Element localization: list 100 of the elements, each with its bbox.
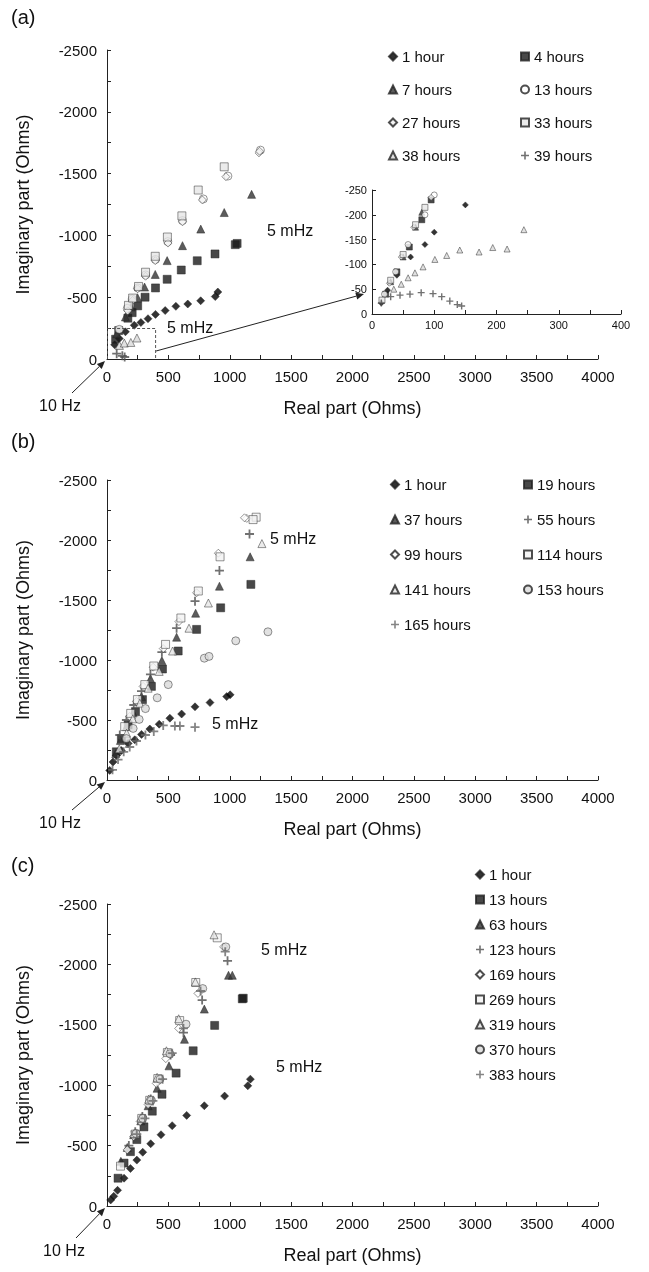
y-axis-title: Imaginary part (Ohms) xyxy=(13,964,33,1146)
y-tick-label: -1000 xyxy=(58,651,97,669)
x-tick-label: 2500 xyxy=(397,368,431,385)
y-axis-title: Imaginary part (Ohms) xyxy=(13,539,33,721)
y-tick-label: 0 xyxy=(88,350,97,368)
x-tick-label: 100 xyxy=(425,318,444,331)
legend-label: 153 hours xyxy=(537,581,604,598)
y-tick-label: -2000 xyxy=(58,531,97,549)
y-tick-label: -1500 xyxy=(58,165,97,183)
x-tick-label: 0 xyxy=(368,318,376,331)
chart-title: (b) xyxy=(11,430,36,452)
legend-label: 269 hours xyxy=(489,991,556,1008)
chart-title: (c) xyxy=(11,854,35,876)
chart-title: (a) xyxy=(11,6,36,28)
x-tick-label: 3000 xyxy=(458,368,492,385)
y-tick-label: 0 xyxy=(88,1197,97,1215)
x-tick-label: 1000 xyxy=(213,789,247,806)
x-tick-label: 200 xyxy=(487,318,506,331)
x-tick-label: 500 xyxy=(155,368,181,385)
x-tick-label: 4000 xyxy=(581,368,615,385)
y-tick-label: -2500 xyxy=(58,41,97,59)
legend-label: 1 hour xyxy=(404,476,447,493)
y-tick-label: -50 xyxy=(351,283,367,296)
y-tick-label: -1000 xyxy=(58,226,97,244)
x-tick-label: 0 xyxy=(102,1215,112,1232)
x-tick-label: 0 xyxy=(102,368,112,385)
x-tick-label: 4000 xyxy=(581,789,615,806)
x-tick-label: 3500 xyxy=(519,1215,554,1232)
y-tick-label: -2500 xyxy=(58,895,97,913)
y-tick-label: -200 xyxy=(344,208,367,221)
annotation: 5 mHz xyxy=(212,714,259,732)
y-tick-label: -2000 xyxy=(58,955,97,973)
y-tick-label: 0 xyxy=(88,771,97,789)
legend-label: 4 hours xyxy=(534,48,585,65)
x-tick-label: 2000 xyxy=(335,789,370,806)
y-tick-label: -100 xyxy=(344,258,367,271)
text: 10 Hz xyxy=(39,396,81,414)
y-tick-label: -2500 xyxy=(58,471,97,489)
annotation: 5 mHz xyxy=(261,940,308,958)
legend-label: 39 hours xyxy=(534,147,593,164)
x-tick-label: 3500 xyxy=(519,368,554,385)
x-tick-label: 3000 xyxy=(458,789,492,806)
y-tick-label: -1500 xyxy=(58,1016,97,1034)
x-tick-label: 2500 xyxy=(397,789,431,806)
legend-label: 165 hours xyxy=(404,616,471,633)
x-tick-label: 1500 xyxy=(274,368,308,385)
x-tick-label: 0 xyxy=(102,789,112,806)
legend-label: 63 hours xyxy=(489,916,548,933)
legend-label: 13 hours xyxy=(489,891,548,908)
x-tick-label: 3500 xyxy=(519,789,554,806)
x-tick-label: 500 xyxy=(155,1215,181,1232)
y-tick-label: -150 xyxy=(344,233,367,246)
legend-label: 7 hours xyxy=(402,81,453,98)
legend-label: 319 hours xyxy=(489,1016,556,1033)
text: 10 Hz xyxy=(43,1241,85,1259)
legend-label: 141 hours xyxy=(404,581,471,598)
y-tick-label: 0 xyxy=(360,308,367,320)
x-tick-label: 1500 xyxy=(274,1215,308,1232)
annotation: 5 mHz xyxy=(270,529,317,547)
y-axis-title: Imaginary part (Ohms) xyxy=(13,114,33,295)
x-tick-label: 400 xyxy=(611,318,631,331)
legend-label: 370 hours xyxy=(489,1041,556,1058)
legend-label: 27 hours xyxy=(402,114,461,131)
legend-label: 1 hour xyxy=(489,866,532,883)
legend-label: 13 hours xyxy=(534,81,593,98)
legend-label: 1 hour xyxy=(402,48,445,65)
y-tick-label: -250 xyxy=(344,184,367,196)
legend-label: 38 hours xyxy=(402,147,461,164)
y-tick-label: -2000 xyxy=(58,103,97,121)
annotation: 5 mHz xyxy=(167,318,214,336)
y-tick-label: -500 xyxy=(66,288,97,306)
x-tick-label: 4000 xyxy=(581,1215,615,1232)
legend-label: 37 hours xyxy=(404,511,463,528)
legend-label: 383 hours xyxy=(489,1066,556,1083)
annotation: 5 mHz xyxy=(276,1057,323,1075)
x-tick-label: 1500 xyxy=(274,789,308,806)
legend-label: 114 hours xyxy=(537,546,603,563)
legend-label: 123 hours xyxy=(489,941,556,958)
x-axis-title: Real part (Ohms) xyxy=(283,398,422,418)
x-tick-label: 300 xyxy=(549,318,568,331)
x-tick-label: 3000 xyxy=(458,1215,492,1232)
x-tick-label: 2500 xyxy=(397,1215,431,1232)
x-tick-label: 2000 xyxy=(335,1215,370,1232)
y-tick-label: -500 xyxy=(66,1137,97,1155)
x-tick-label: 2000 xyxy=(335,368,370,385)
x-axis-title: Real part (Ohms) xyxy=(283,819,422,839)
legend-label: 55 hours xyxy=(537,511,596,528)
y-tick-label: -1000 xyxy=(58,1076,97,1094)
legend-label: 33 hours xyxy=(534,114,593,131)
y-tick-label: -1500 xyxy=(58,591,97,609)
legend-label: 169 hours xyxy=(489,966,556,983)
annotation: 5 mHz xyxy=(267,221,314,239)
y-tick-label: -500 xyxy=(66,711,97,729)
x-axis-title: Real part (Ohms) xyxy=(283,1245,422,1265)
legend-label: 99 hours xyxy=(404,546,463,563)
legend-label: 19 hours xyxy=(537,476,596,493)
text: 10 Hz xyxy=(39,813,81,831)
x-tick-label: 1000 xyxy=(213,368,247,385)
x-tick-label: 1000 xyxy=(213,1215,247,1232)
x-tick-label: 500 xyxy=(155,789,181,806)
